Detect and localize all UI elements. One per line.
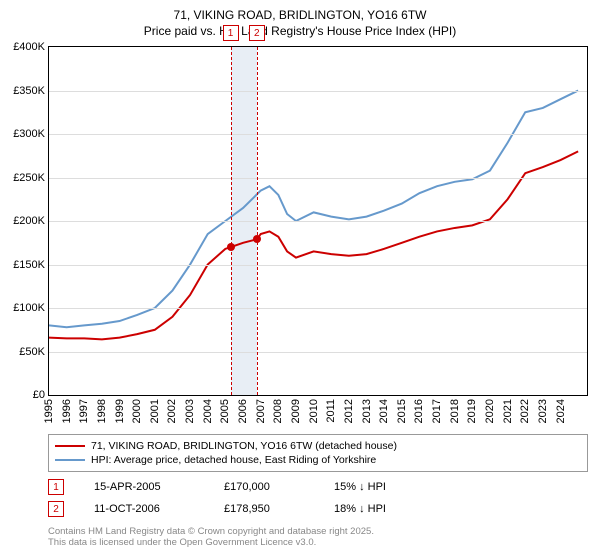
y-axis-label: £350K — [13, 85, 45, 97]
y-axis-label: £400K — [13, 41, 45, 53]
y-axis-label: £50K — [19, 346, 45, 358]
x-axis-label: 2006 — [237, 399, 249, 423]
footer-attribution: Contains HM Land Registry data © Crown c… — [48, 526, 588, 548]
sale-row: 1 15-APR-2005 £170,000 15% ↓ HPI — [48, 476, 588, 498]
x-axis-label: 2001 — [149, 399, 161, 423]
sale-delta: 18% ↓ HPI — [334, 503, 386, 515]
x-axis-label: 2018 — [449, 399, 461, 423]
x-axis-label: 2024 — [555, 399, 567, 423]
sale-date: 15-APR-2005 — [94, 481, 194, 493]
sale-price: £178,950 — [224, 503, 304, 515]
x-axis-label: 2011 — [325, 399, 337, 423]
sale-date: 11-OCT-2006 — [94, 503, 194, 515]
x-axis-label: 1996 — [61, 399, 73, 423]
x-axis-label: 1998 — [96, 399, 108, 423]
y-axis-label: £100K — [13, 302, 45, 314]
sale-marker: 2 — [249, 25, 265, 41]
sales-table: 1 15-APR-2005 £170,000 15% ↓ HPI 2 11-OCT-200… — [48, 476, 588, 520]
legend-label: HPI: Average price, detached house, East… — [91, 454, 376, 466]
x-axis-label: 2012 — [343, 399, 355, 423]
chart-title: 71, VIKING ROAD, BRIDLINGTON, YO16 6TW — [0, 0, 600, 24]
y-axis-label: £150K — [13, 259, 45, 271]
legend-label: 71, VIKING ROAD, BRIDLINGTON, YO16 6TW (… — [91, 440, 397, 452]
chart-subtitle: Price paid vs. HM Land Registry's House … — [0, 24, 600, 46]
x-axis-label: 2007 — [255, 399, 267, 423]
x-axis-label: 2014 — [378, 399, 390, 423]
x-axis-label: 1999 — [114, 399, 126, 423]
sale-price: £170,000 — [224, 481, 304, 493]
x-axis-label: 2017 — [431, 399, 443, 423]
chart-plot-area: £0£50K£100K£150K£200K£250K£300K£350K£400… — [48, 46, 588, 396]
x-axis-label: 1995 — [43, 399, 55, 423]
sale-marker-icon: 2 — [48, 501, 64, 517]
x-axis-label: 2009 — [290, 399, 302, 423]
legend-item: 71, VIKING ROAD, BRIDLINGTON, YO16 6TW (… — [55, 439, 581, 453]
legend-item: HPI: Average price, detached house, East… — [55, 453, 581, 467]
x-axis-label: 2020 — [484, 399, 496, 423]
x-axis-label: 2013 — [361, 399, 373, 423]
x-axis-label: 2008 — [272, 399, 284, 423]
x-axis-label: 2015 — [396, 399, 408, 423]
x-axis-label: 2022 — [519, 399, 531, 423]
legend: 71, VIKING ROAD, BRIDLINGTON, YO16 6TW (… — [48, 434, 588, 472]
sale-row: 2 11-OCT-2006 £178,950 18% ↓ HPI — [48, 498, 588, 520]
x-axis-label: 2016 — [413, 399, 425, 423]
x-axis-label: 1997 — [78, 399, 90, 423]
x-axis-label: 2010 — [308, 399, 320, 423]
y-axis-label: £300K — [13, 128, 45, 140]
sale-marker: 1 — [223, 25, 239, 41]
sale-point — [227, 243, 235, 251]
x-axis-label: 2002 — [166, 399, 178, 423]
x-axis-label: 2000 — [131, 399, 143, 423]
y-axis-label: £250K — [13, 172, 45, 184]
x-axis-label: 2021 — [502, 399, 514, 423]
x-axis-label: 2004 — [202, 399, 214, 423]
series-line — [49, 151, 578, 339]
sale-marker-icon: 1 — [48, 479, 64, 495]
x-axis-label: 2003 — [184, 399, 196, 423]
y-axis-label: £200K — [13, 215, 45, 227]
x-axis-label: 2005 — [219, 399, 231, 423]
sale-point — [253, 235, 261, 243]
x-axis-label: 2019 — [466, 399, 478, 423]
sale-delta: 15% ↓ HPI — [334, 481, 386, 493]
x-axis-label: 2023 — [537, 399, 549, 423]
